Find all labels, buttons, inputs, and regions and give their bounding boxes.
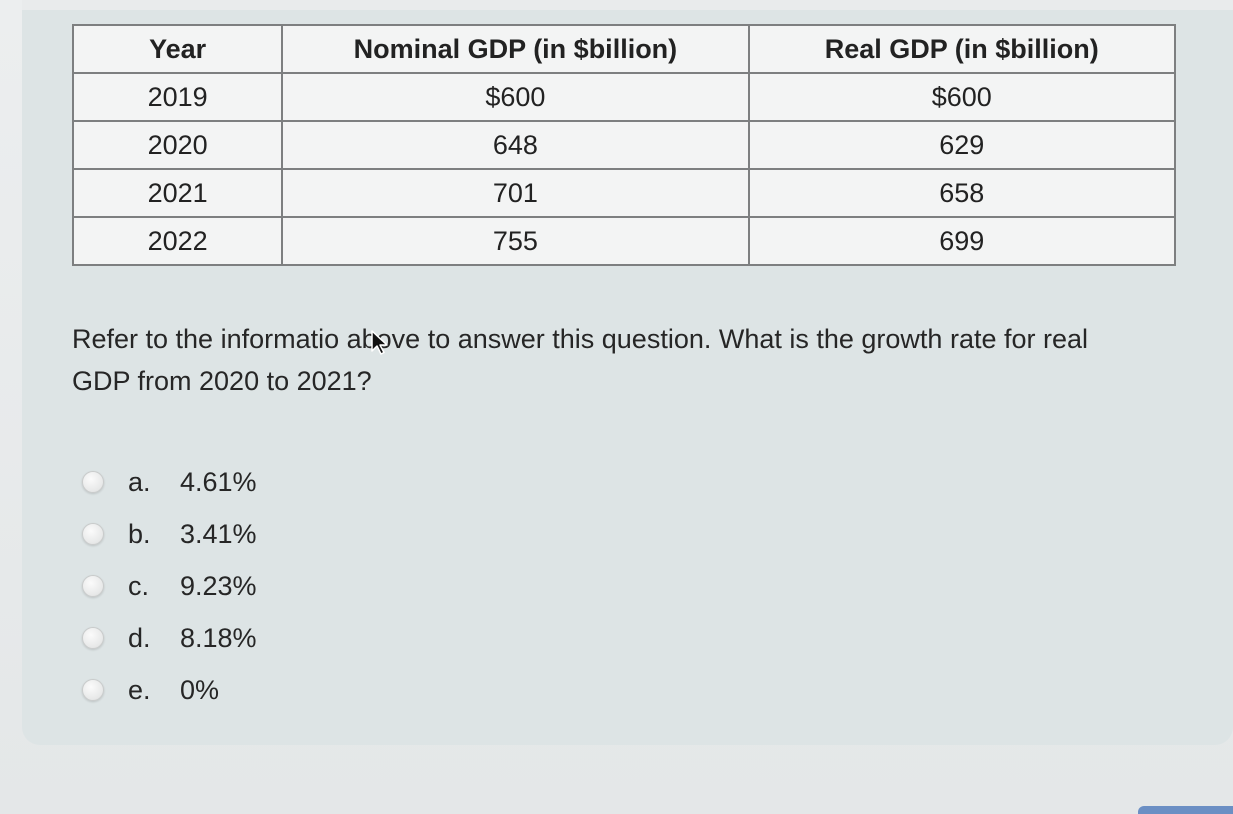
cell-year: 2019 — [71, 72, 284, 122]
radio-button[interactable] — [82, 575, 104, 597]
question-line-1: Refer to the informatio above to answer … — [72, 324, 1089, 354]
cell-nominal-gdp: 648 — [281, 120, 750, 170]
radio-button[interactable] — [82, 627, 104, 649]
radio-button[interactable] — [82, 471, 104, 493]
table-row: 2022 755 699 — [71, 216, 1177, 266]
cell-real-gdp: 629 — [747, 120, 1177, 170]
cell-real-gdp: 699 — [747, 216, 1177, 266]
option-value: 0% — [180, 674, 220, 705]
question-text: Refer to the informatio above to answer … — [72, 318, 1233, 402]
cell-real-gdp: $600 — [747, 72, 1177, 122]
option-value: 3.41% — [180, 518, 257, 549]
answer-options: a. 4.61% b. 3.41% c. 9.23% d. 8.18% e. 0… — [82, 456, 257, 716]
option-e[interactable]: e. 0% — [82, 664, 257, 716]
question-line-2: GDP from 2020 to 2021? — [72, 366, 372, 396]
option-d[interactable]: d. 8.18% — [82, 612, 257, 664]
option-letter: e. — [128, 674, 151, 705]
cell-nominal-gdp: 701 — [281, 168, 750, 218]
option-b[interactable]: b. 3.41% — [82, 508, 257, 560]
radio-button[interactable] — [82, 523, 104, 545]
option-letter: c. — [128, 570, 150, 601]
cell-real-gdp: 658 — [747, 168, 1177, 218]
option-value: 9.23% — [180, 570, 257, 601]
header-nominal-gdp: Nominal GDP (in $billion) — [281, 24, 750, 74]
table-header-row: Year Nominal GDP (in $billion) Real GDP … — [71, 24, 1177, 74]
option-a[interactable]: a. 4.61% — [82, 456, 257, 508]
radio-button[interactable] — [82, 679, 104, 701]
option-letter: a. — [128, 466, 151, 497]
table-row: 2019 $600 $600 — [71, 72, 1177, 122]
mouse-cursor-icon — [371, 330, 388, 355]
cell-nominal-gdp: $600 — [281, 72, 750, 122]
button-edge[interactable] — [1138, 806, 1233, 814]
table-row: 2021 701 658 — [71, 168, 1177, 218]
header-real-gdp: Real GDP (in $billion) — [747, 24, 1177, 74]
header-year: Year — [71, 24, 284, 74]
gdp-table: Year Nominal GDP (in $billion) Real GDP … — [71, 24, 1177, 266]
cell-year: 2020 — [71, 120, 284, 170]
table-row: 2020 648 629 — [71, 120, 1177, 170]
option-value: 8.18% — [180, 622, 257, 653]
option-value: 4.61% — [180, 466, 257, 497]
option-letter: b. — [128, 518, 151, 549]
card-top-strip — [22, 0, 1233, 10]
cell-year: 2022 — [71, 216, 284, 266]
cell-nominal-gdp: 755 — [281, 216, 750, 266]
option-c[interactable]: c. 9.23% — [82, 560, 257, 612]
option-letter: d. — [128, 622, 151, 653]
cell-year: 2021 — [71, 168, 284, 218]
